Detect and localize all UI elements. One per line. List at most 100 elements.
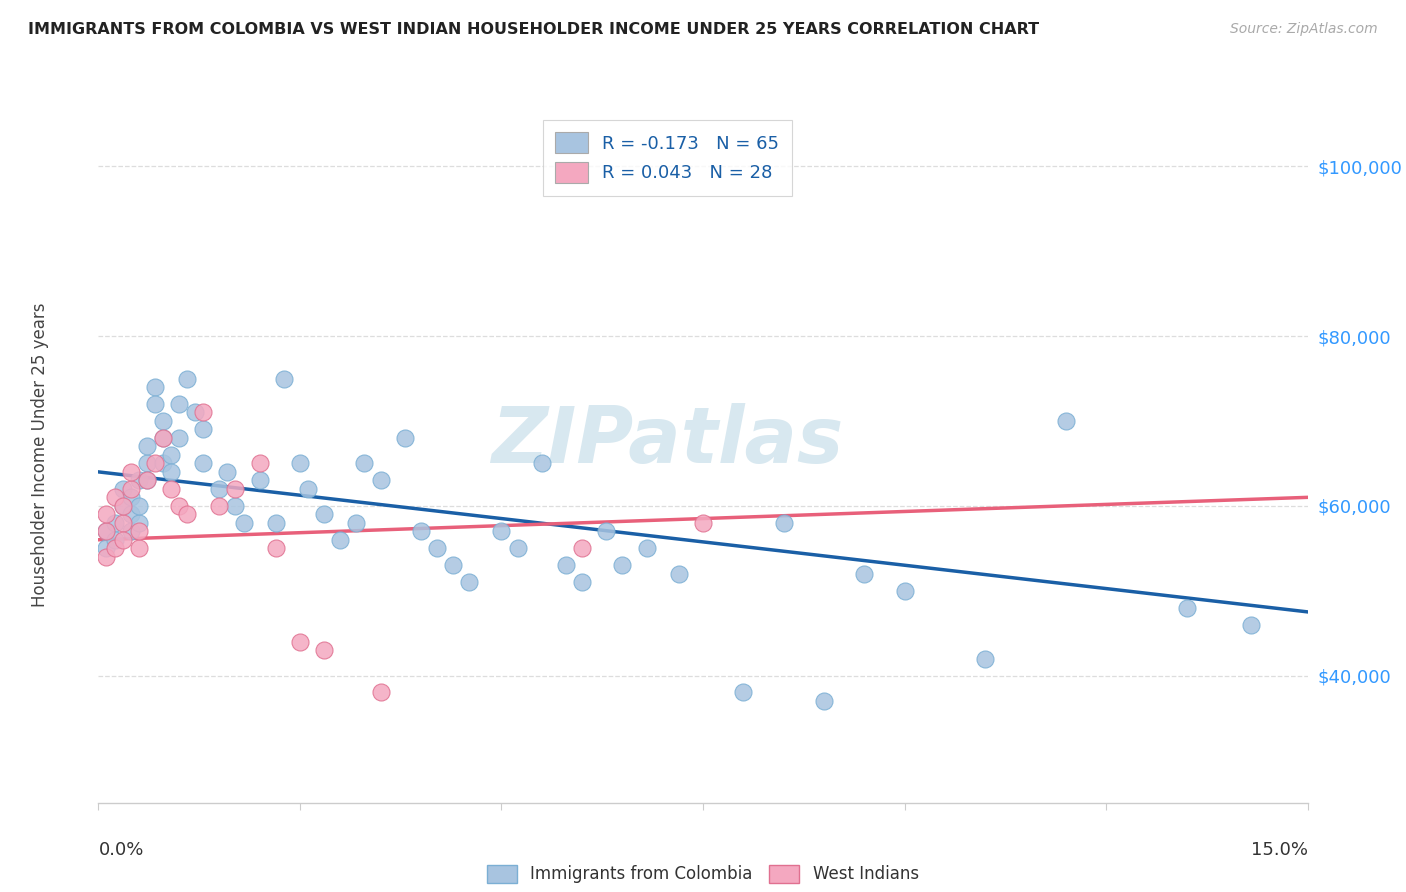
Point xyxy=(103,516,125,530)
Point xyxy=(217,465,239,479)
Legend: Immigrants from Colombia, West Indians: Immigrants from Colombia, West Indians xyxy=(479,856,927,892)
Point xyxy=(1054,414,1077,428)
Point xyxy=(120,508,142,522)
Point xyxy=(426,541,449,556)
Point xyxy=(297,482,319,496)
Point xyxy=(111,533,134,547)
Text: Source: ZipAtlas.com: Source: ZipAtlas.com xyxy=(1230,22,1378,37)
Point xyxy=(772,516,794,530)
Point xyxy=(128,524,150,539)
Point xyxy=(733,685,755,699)
Point xyxy=(176,371,198,385)
Point xyxy=(249,457,271,471)
Point xyxy=(143,397,166,411)
Point xyxy=(96,524,118,539)
Point xyxy=(193,457,215,471)
Point xyxy=(530,457,553,471)
Point xyxy=(143,380,166,394)
Point xyxy=(571,575,593,590)
Point xyxy=(160,448,183,462)
Text: ZIPatlas: ZIPatlas xyxy=(491,403,842,479)
Point xyxy=(409,524,432,539)
Point xyxy=(193,422,215,436)
Point xyxy=(370,685,392,699)
Point xyxy=(264,541,287,556)
Point xyxy=(1240,617,1263,632)
Point xyxy=(120,524,142,539)
Point xyxy=(160,465,183,479)
Point xyxy=(813,694,835,708)
Text: 0.0%: 0.0% xyxy=(98,841,143,859)
Point xyxy=(893,583,915,598)
Point xyxy=(103,533,125,547)
Point xyxy=(273,371,295,385)
Point xyxy=(314,508,336,522)
Point xyxy=(370,474,392,488)
Point xyxy=(353,457,375,471)
Point xyxy=(692,516,714,530)
Point xyxy=(135,474,157,488)
Point xyxy=(636,541,658,556)
Point xyxy=(111,482,134,496)
Point xyxy=(264,516,287,530)
Point xyxy=(120,491,142,505)
Point xyxy=(135,474,157,488)
Point xyxy=(668,566,690,581)
Point xyxy=(458,575,481,590)
Point xyxy=(329,533,352,547)
Point xyxy=(103,491,125,505)
Point xyxy=(143,457,166,471)
Point xyxy=(111,499,134,513)
Point xyxy=(853,566,876,581)
Point xyxy=(506,541,529,556)
Point xyxy=(184,405,207,419)
Point xyxy=(135,439,157,453)
Point xyxy=(314,643,336,657)
Point xyxy=(103,541,125,556)
Point xyxy=(167,397,190,411)
Point xyxy=(208,482,231,496)
Point xyxy=(96,508,118,522)
Point xyxy=(571,541,593,556)
Point xyxy=(555,558,578,573)
Point xyxy=(491,524,513,539)
Point xyxy=(595,524,617,539)
Point xyxy=(111,516,134,530)
Point xyxy=(394,431,416,445)
Text: IMMIGRANTS FROM COLOMBIA VS WEST INDIAN HOUSEHOLDER INCOME UNDER 25 YEARS CORREL: IMMIGRANTS FROM COLOMBIA VS WEST INDIAN … xyxy=(28,22,1039,37)
Point xyxy=(96,541,118,556)
Point xyxy=(1175,600,1198,615)
Point xyxy=(224,499,246,513)
Point xyxy=(193,405,215,419)
Point xyxy=(152,457,174,471)
Point xyxy=(974,651,997,665)
Point xyxy=(208,499,231,513)
Point xyxy=(120,465,142,479)
Point xyxy=(152,431,174,445)
Point xyxy=(96,524,118,539)
Point xyxy=(167,431,190,445)
Point xyxy=(344,516,367,530)
Point xyxy=(249,474,271,488)
Point xyxy=(441,558,464,573)
Point xyxy=(128,516,150,530)
Point xyxy=(128,541,150,556)
Point xyxy=(152,431,174,445)
Point xyxy=(288,634,311,648)
Point xyxy=(135,457,157,471)
Point xyxy=(128,474,150,488)
Point xyxy=(612,558,634,573)
Point xyxy=(224,482,246,496)
Point xyxy=(128,499,150,513)
Point xyxy=(96,549,118,564)
Point xyxy=(111,499,134,513)
Text: Householder Income Under 25 years: Householder Income Under 25 years xyxy=(31,302,49,607)
Point xyxy=(167,499,190,513)
Point xyxy=(176,508,198,522)
Point xyxy=(288,457,311,471)
Point xyxy=(152,414,174,428)
Text: 15.0%: 15.0% xyxy=(1250,841,1308,859)
Point xyxy=(160,482,183,496)
Point xyxy=(120,482,142,496)
Point xyxy=(232,516,254,530)
